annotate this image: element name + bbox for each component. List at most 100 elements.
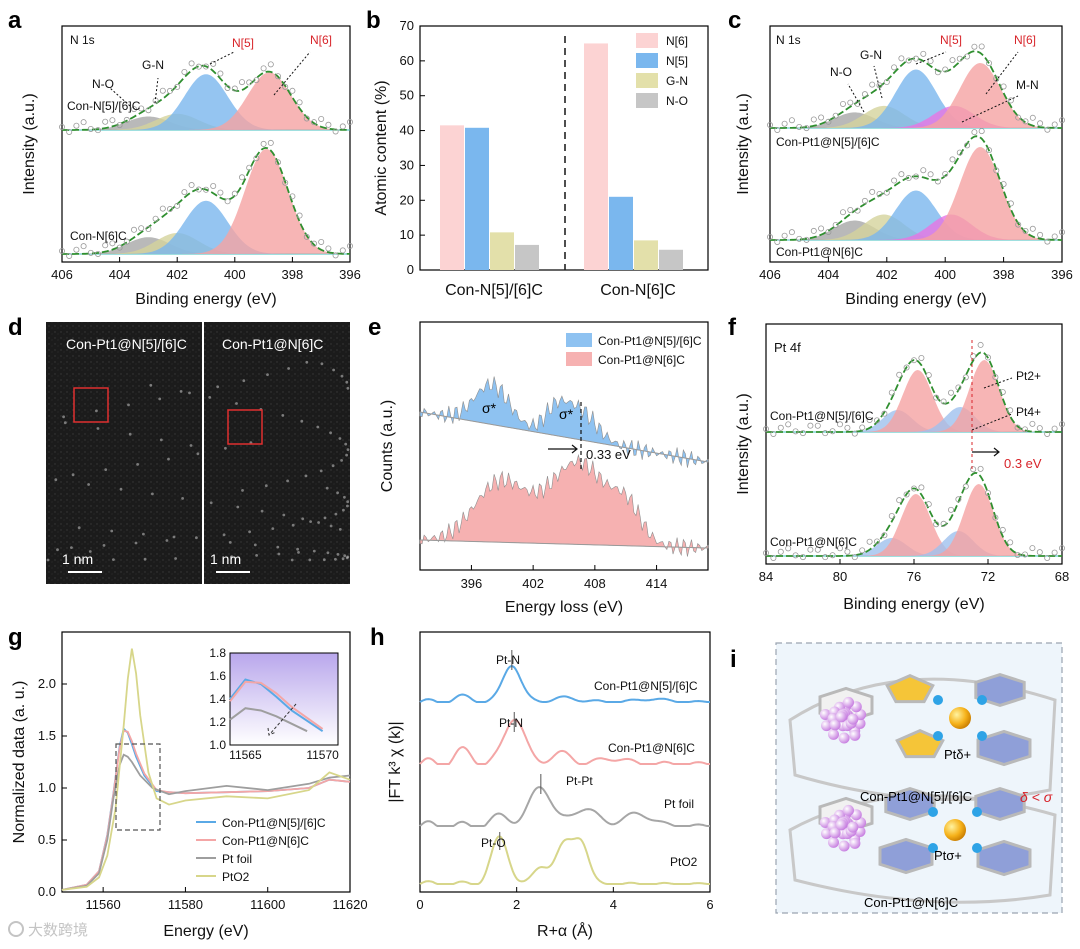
- panel-e-eels: e Counts (a.u.) Energy loss (eV) 396 402 4…: [368, 314, 709, 616]
- atom-dot: [87, 483, 90, 486]
- data-point: [844, 424, 851, 431]
- atom-dot: [316, 425, 320, 429]
- atom-dot: [102, 544, 106, 547]
- x-tick-label: 6: [706, 897, 713, 912]
- atom-dot: [181, 497, 185, 500]
- data-point: [87, 249, 94, 256]
- data-point: [1007, 407, 1014, 414]
- data-point: [874, 417, 881, 424]
- peak-N-O: [62, 237, 350, 254]
- atom-dot: [230, 555, 234, 558]
- panel-h-sample-2: Con-Pt1@N[6]C: [608, 741, 695, 755]
- data-point: [948, 389, 955, 396]
- x-tick-label: 402: [522, 576, 544, 591]
- data-point: [918, 354, 925, 361]
- data-point: [339, 247, 346, 254]
- x-tick-label: 398: [993, 267, 1015, 282]
- bar-G-N-1: [634, 240, 658, 270]
- data-point: [803, 236, 810, 243]
- data-point: [246, 79, 253, 86]
- atom-dot: [340, 459, 343, 462]
- cobalt-cluster-bottom: [835, 819, 847, 831]
- atom-dot: [334, 557, 337, 561]
- data-point: [310, 240, 317, 247]
- panel-h-label-ptpt: Pt-Pt: [566, 774, 593, 788]
- data-point: [978, 43, 985, 50]
- data-point: [1015, 221, 1022, 228]
- inset-curve-Pt foil: [229, 707, 308, 733]
- data-point: [1059, 421, 1066, 428]
- data-point: [282, 179, 289, 186]
- data-point: [891, 177, 898, 184]
- data-point: [1051, 549, 1058, 556]
- panel-f-arrows: [971, 377, 1013, 431]
- fit-envelope: [62, 64, 350, 131]
- data-point: [116, 244, 123, 251]
- data-point: [102, 118, 109, 125]
- data-point: [829, 428, 836, 435]
- data-point: [267, 139, 274, 146]
- atom-dot: [70, 546, 73, 549]
- cobalt-cluster-bottom: [838, 840, 850, 852]
- panel-g-ylabel: Normalized data (a. u.): [11, 681, 28, 844]
- panel-b-ylabel: Atomic content (%): [373, 80, 390, 215]
- data-point: [145, 226, 152, 233]
- data-point: [851, 554, 858, 561]
- data-point: [770, 554, 777, 561]
- fit-envelope: [766, 351, 1062, 433]
- data-point: [992, 514, 999, 521]
- atom-dot: [241, 489, 244, 492]
- curve-Con-Pt1@N[5]/[6]C: [419, 664, 710, 703]
- image-right: [204, 322, 350, 584]
- data-point: [767, 121, 774, 128]
- data-point: [1022, 551, 1029, 558]
- panel-a-xticks: 406 404 402 400 398 396: [51, 257, 361, 282]
- panel-b-legend: N[6] N[5] G-N N-O: [636, 33, 688, 108]
- data-point: [767, 233, 774, 240]
- panel-c-frame: [769, 25, 1063, 263]
- data-point: [942, 66, 949, 73]
- data-point: [903, 364, 910, 371]
- panel-c-sample-top: Con-Pt1@N[5]/[6]C: [776, 135, 880, 149]
- data-point: [840, 209, 847, 216]
- x-tick-label: 0: [416, 897, 423, 912]
- data-point: [911, 357, 918, 364]
- data-point: [1014, 552, 1021, 559]
- atom-dot: [165, 539, 169, 542]
- data-point: [927, 58, 934, 65]
- data-point: [800, 554, 807, 561]
- panel-f-xps-pt4f: f Pt 4f Intensity (a.u.) Binding energy …: [728, 314, 1069, 613]
- atom-dot: [209, 501, 213, 505]
- data-point: [933, 521, 940, 528]
- panel-e-ylabel: Counts (a.u.): [379, 400, 396, 492]
- eels-spectrum-top-baseline: [419, 411, 709, 463]
- data-point: [174, 202, 181, 209]
- atom-dot: [63, 421, 67, 425]
- atom-dot: [158, 397, 162, 401]
- legend-label: G-N: [666, 74, 688, 88]
- data-point: [781, 120, 788, 127]
- atom-dot: [296, 547, 299, 551]
- data-point: [818, 225, 825, 232]
- atom-dot: [323, 516, 327, 520]
- panel-b-atomic-content: b Atomic content (%) 0 10 20 30 40 50 60 70 N[6…: [366, 7, 709, 299]
- watermark-icon: [8, 921, 24, 937]
- x-tick-label: 11580: [168, 897, 203, 912]
- image-bright-dots: [46, 360, 350, 562]
- atom-dot: [345, 453, 348, 457]
- bar-N[6]-1: [584, 43, 608, 270]
- data-point: [774, 126, 781, 133]
- peak-N[5]: [62, 200, 350, 254]
- atom-dot: [151, 492, 154, 496]
- atom-dot: [95, 409, 98, 413]
- data-point: [837, 421, 844, 428]
- data-point: [985, 489, 992, 496]
- atom-dot: [290, 558, 294, 562]
- data-point: [1044, 126, 1051, 133]
- atom-dot: [334, 512, 338, 516]
- panel-h-xticks: 0 2 4 6: [416, 887, 714, 912]
- data-point: [296, 212, 303, 219]
- data-point: [1036, 549, 1043, 556]
- atom-dot: [304, 474, 308, 478]
- peak-N[6]: [770, 63, 1062, 128]
